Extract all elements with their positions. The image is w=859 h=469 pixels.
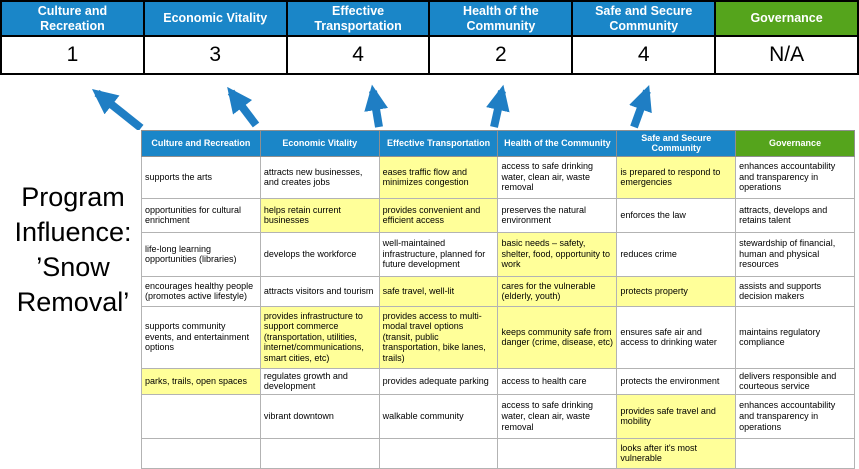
matrix-cell: vibrant downtown (259, 393, 380, 439)
matrix-cell: supports the arts (141, 155, 261, 199)
matrix-row: parks, trails, open spaces regulates grow… (141, 367, 855, 395)
pillar-score: 2 (428, 35, 574, 75)
pillar-header: Economic Vitality (142, 0, 288, 37)
matrix-cell: protects property (616, 275, 737, 307)
pillar-score: 3 (142, 35, 288, 75)
up-arrow-icon (629, 84, 652, 129)
pillar-header: Culture and Recreation (0, 0, 145, 37)
matrix-cell: is prepared to respond to emergencies (616, 155, 737, 199)
matrix-cell: keeps community safe from danger (crime,… (497, 305, 618, 369)
matrix-column-header: Effective Transportation (378, 130, 499, 157)
matrix-cell: enforces the law (616, 197, 737, 233)
pillar-header: Effective Transportation (285, 0, 431, 37)
matrix-cell: cares for the vulnerable (elderly, youth… (497, 275, 618, 307)
matrix-cell: enhances accountability and transparency… (735, 393, 855, 439)
matrix-cell: assists and supports decision makers (735, 275, 855, 307)
matrix-cell (141, 393, 261, 439)
matrix-cell: opportunities for cultural enrichment (141, 197, 261, 233)
matrix-cell (497, 437, 618, 469)
matrix-row: life-long learning opportunities (librar… (141, 231, 855, 277)
matrix-cell: provides access to multi-modal travel op… (378, 305, 499, 369)
matrix-cell: access to health care (497, 367, 618, 395)
matrix-cell: regulates growth and development (259, 367, 380, 395)
matrix-cell: walkable community (378, 393, 499, 439)
page-title: Program Influence: ’Snow Removal’ (14, 182, 132, 318)
matrix-cell: attracts visitors and tourism (259, 275, 380, 307)
matrix-cell: provides safe travel and mobility (616, 393, 737, 439)
matrix-cell (141, 437, 261, 469)
matrix-cell: develops the workforce (259, 231, 380, 277)
matrix-cell: safe travel, well-lit (378, 275, 499, 307)
matrix-cell (259, 437, 380, 469)
matrix-header-row: Culture and Recreation Economic Vitality E… (141, 130, 855, 157)
matrix-cell: access to safe drinking water, clean air… (497, 393, 618, 439)
matrix-cell: attracts new businesses, and creates job… (259, 155, 380, 199)
matrix-row: looks after it's most vulnerable (141, 437, 855, 469)
matrix-row: supports the arts attracts new businesses… (141, 155, 855, 199)
matrix-cell: access to safe drinking water, clean air… (497, 155, 618, 199)
matrix-cell: stewardship of financial, human and phys… (735, 231, 855, 277)
matrix-cell: provides infrastructure to support comme… (259, 305, 380, 369)
matrix-cell: life-long learning opportunities (librar… (141, 231, 261, 277)
matrix-cell: well-maintained infrastructure, planned … (378, 231, 499, 277)
matrix-cell: basic needs – safety, shelter, food, opp… (497, 231, 618, 277)
up-arrows-group (91, 84, 652, 130)
pillar-score-row: 1 3 4 2 4 N/A (0, 35, 859, 75)
up-arrow-icon (227, 86, 260, 128)
pillar-score: 1 (0, 35, 145, 75)
pillar-score: N/A (714, 35, 859, 75)
pillar-header: Safe and Secure Community (571, 0, 717, 37)
up-arrow-icon (486, 84, 510, 128)
matrix-row: vibrant downtown walkable community access… (141, 393, 855, 439)
matrix-column-header: Governance (735, 130, 855, 157)
matrix-cell: helps retain current businesses (259, 197, 380, 233)
matrix-cell: preserves the natural environment (497, 197, 618, 233)
matrix-cell: attracts, develops and retains talent (735, 197, 855, 233)
matrix-cell: provides convenient and efficient access (378, 197, 499, 233)
matrix-cell: parks, trails, open spaces (141, 367, 261, 395)
matrix-column-header: Economic Vitality (259, 130, 380, 157)
matrix-cell: provides adequate parking (378, 367, 499, 395)
matrix-column-header: Culture and Recreation (141, 130, 261, 157)
matrix-cell: supports community events, and entertain… (141, 305, 261, 369)
pillar-score: 4 (571, 35, 717, 75)
score-header-table: Culture and Recreation Economic Vitality E… (0, 0, 859, 75)
pillar-score: 4 (285, 35, 431, 75)
matrix-table: Culture and Recreation Economic Vitality E… (141, 130, 855, 469)
matrix-cell: ensures safe air and access to drinking … (616, 305, 737, 369)
matrix-cell: reduces crime (616, 231, 737, 277)
up-arrow-icon (364, 84, 388, 128)
matrix-cell: delivers responsible and courteous servi… (735, 367, 855, 395)
up-arrow-icon (91, 89, 144, 130)
matrix-cell (378, 437, 499, 469)
matrix-cell (735, 437, 855, 469)
pillar-header-row: Culture and Recreation Economic Vitality E… (0, 0, 859, 37)
matrix-column-header: Safe and Secure Community (616, 130, 737, 157)
matrix-row: opportunities for cultural enrichment hel… (141, 197, 855, 233)
matrix-column-header: Health of the Community (497, 130, 618, 157)
pillar-header: Health of the Community (428, 0, 574, 37)
matrix-cell: looks after it's most vulnerable (616, 437, 737, 469)
matrix-cell: enhances accountability and transparency… (735, 155, 855, 199)
matrix-cell: maintains regulatory compliance (735, 305, 855, 369)
pillar-header: Governance (714, 0, 859, 37)
matrix-cell: protects the environment (616, 367, 737, 395)
matrix-cell: encourages healthy people (promotes acti… (141, 275, 261, 307)
matrix-cell: eases traffic flow and minimizes congest… (378, 155, 499, 199)
matrix-row: encourages healthy people (promotes acti… (141, 275, 855, 307)
matrix-row: supports community events, and entertain… (141, 305, 855, 369)
